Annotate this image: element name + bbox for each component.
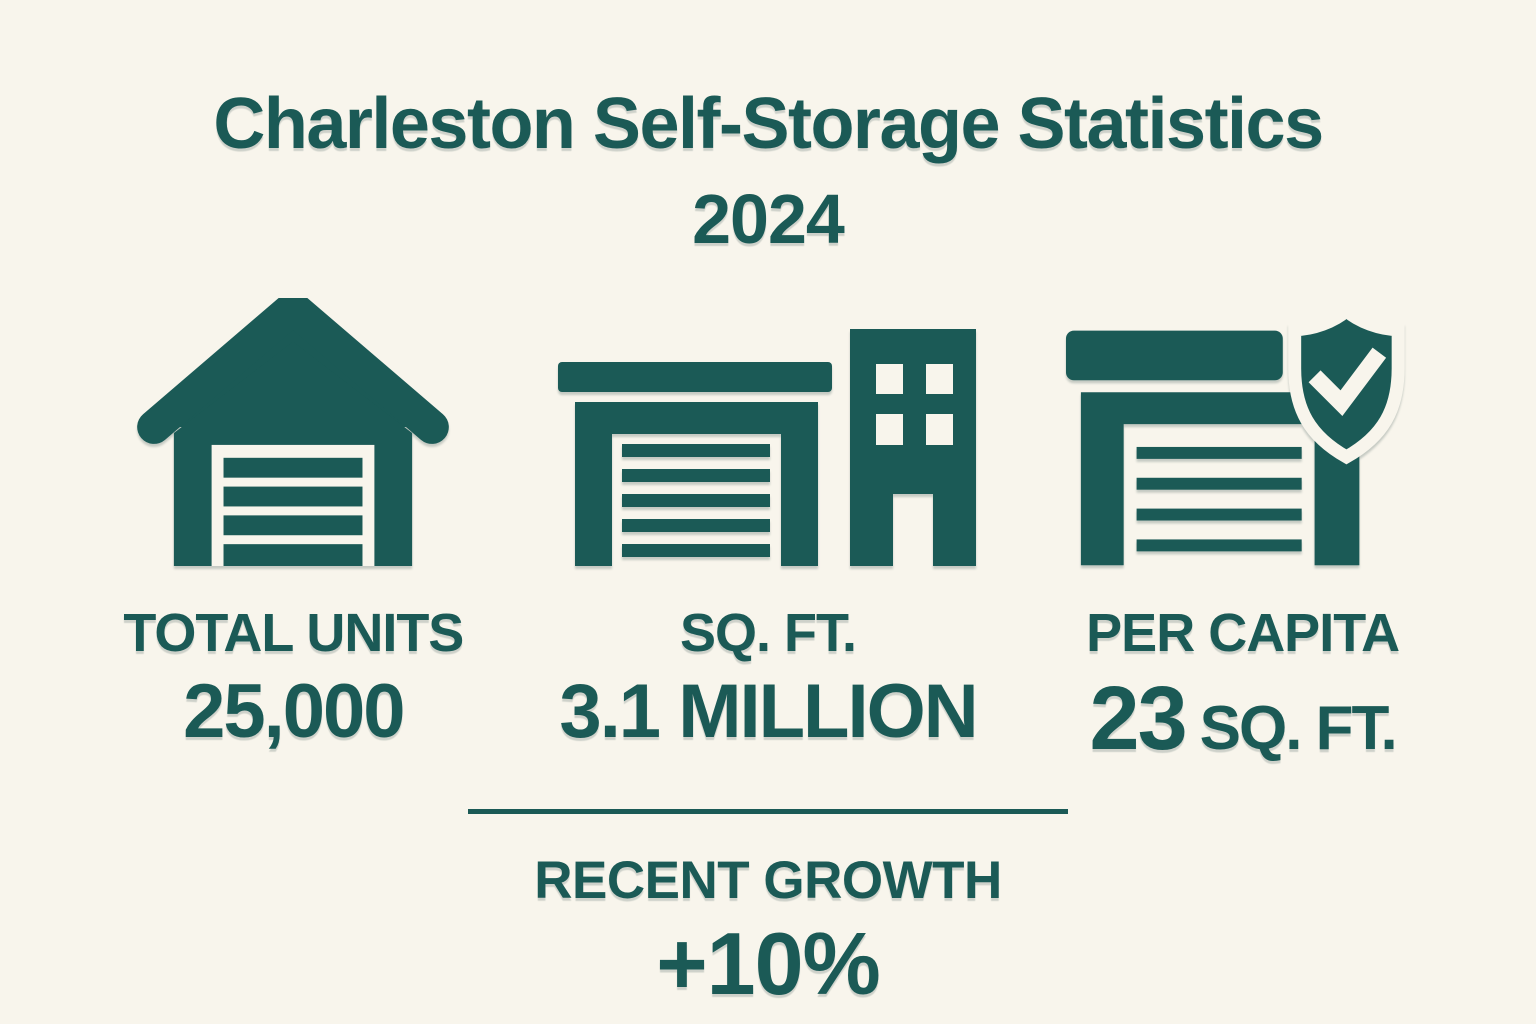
stat-label: TOTAL UNITS [123, 603, 464, 664]
stat-label: SQ. FT. [680, 603, 857, 664]
growth-section: RECENT GROWTH +10% [0, 850, 1536, 1015]
stat-square-feet: SQ. FT. 3.1 MILLION [531, 296, 1006, 771]
stat-value: 3.1 MILLION [559, 669, 978, 755]
stat-value-number: 23 [1089, 669, 1188, 770]
stat-label: PER CAPITA [1086, 603, 1400, 664]
stat-icon-box [1064, 296, 1422, 566]
growth-label: RECENT GROWTH [534, 851, 1002, 911]
growth-value: +10% [656, 914, 881, 1014]
storage-unit-gabled-icon [137, 298, 450, 567]
stat-icon-box [132, 296, 454, 567]
stat-value-unit: SQ. FT. [1199, 694, 1398, 764]
storage-facility-building-icon [558, 329, 976, 567]
stat-value: 25,000 [183, 669, 405, 755]
stat-per-capita: PER CAPITA 23 SQ. FT. [1005, 296, 1480, 771]
stat-total-units: TOTAL UNITS 25,000 [56, 296, 531, 771]
stat-value: 23 SQ. FT. [1089, 668, 1398, 771]
page-title: Charleston Self-Storage Statistics [213, 84, 1324, 164]
stats-row: TOTAL UNITS 25,000 [56, 296, 1480, 771]
stat-icon-box [558, 296, 978, 567]
storage-unit-shield-check-icon [1065, 306, 1405, 566]
divider-line [468, 809, 1068, 815]
header: Charleston Self-Storage Statistics 2024 [0, 0, 1536, 254]
page-year: 2024 [692, 180, 845, 259]
